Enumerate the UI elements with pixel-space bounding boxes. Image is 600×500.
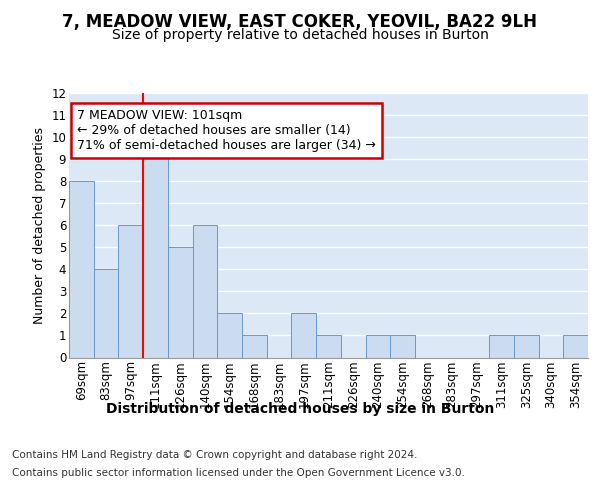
Bar: [118, 225, 143, 358]
Text: 7, MEADOW VIEW, EAST COKER, YEOVIL, BA22 9LH: 7, MEADOW VIEW, EAST COKER, YEOVIL, BA22…: [62, 12, 538, 30]
Bar: [94, 269, 118, 358]
Bar: [390, 336, 415, 357]
Bar: [69, 181, 94, 358]
Bar: [365, 336, 390, 357]
Bar: [292, 314, 316, 358]
Text: Distribution of detached houses by size in Burton: Distribution of detached houses by size …: [106, 402, 494, 416]
Bar: [489, 336, 514, 357]
Text: Contains public sector information licensed under the Open Government Licence v3: Contains public sector information licen…: [12, 468, 465, 477]
Text: Contains HM Land Registry data © Crown copyright and database right 2024.: Contains HM Land Registry data © Crown c…: [12, 450, 418, 460]
Text: 7 MEADOW VIEW: 101sqm
← 29% of detached houses are smaller (14)
71% of semi-deta: 7 MEADOW VIEW: 101sqm ← 29% of detached …: [77, 109, 376, 152]
Bar: [143, 136, 168, 358]
Text: Size of property relative to detached houses in Burton: Size of property relative to detached ho…: [112, 28, 488, 42]
Bar: [217, 314, 242, 358]
Bar: [168, 247, 193, 358]
Bar: [242, 336, 267, 357]
Bar: [563, 336, 588, 357]
Y-axis label: Number of detached properties: Number of detached properties: [32, 126, 46, 324]
Bar: [514, 336, 539, 357]
Bar: [316, 336, 341, 357]
Bar: [193, 225, 217, 358]
